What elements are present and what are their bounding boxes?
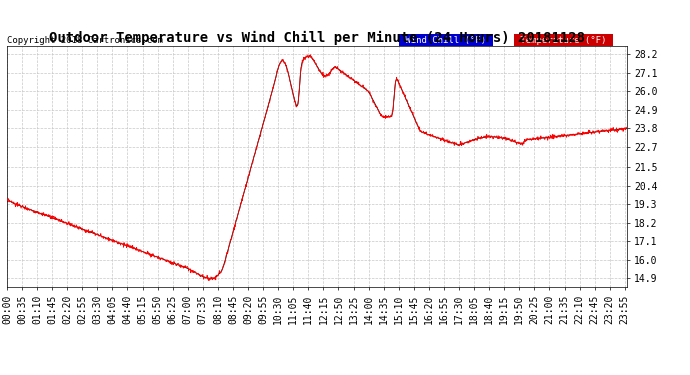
Text: Copyright 2018 Cartronics.com: Copyright 2018 Cartronics.com: [7, 36, 163, 45]
Text: Wind Chill (°F): Wind Chill (°F): [400, 36, 492, 45]
Text: Temperature (°F): Temperature (°F): [515, 36, 612, 45]
Title: Outdoor Temperature vs Wind Chill per Minute (24 Hours) 20181128: Outdoor Temperature vs Wind Chill per Mi…: [49, 30, 584, 45]
